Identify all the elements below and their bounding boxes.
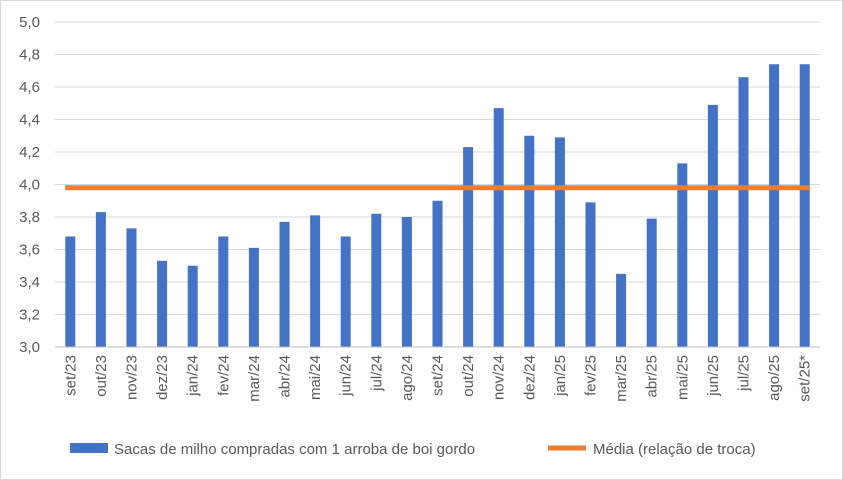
bar xyxy=(616,273,627,347)
bar xyxy=(218,236,229,347)
x-tick-label: jan/25 xyxy=(552,355,569,397)
x-tick-label: set/24 xyxy=(430,355,447,396)
x-tick-label: set/23 xyxy=(62,355,79,396)
y-tick-label: 4,8 xyxy=(19,47,40,64)
y-tick-label: 4,0 xyxy=(19,177,40,194)
x-tick-label: mai/25 xyxy=(674,355,691,400)
x-tick-label: ago/25 xyxy=(766,355,783,401)
bar xyxy=(493,108,504,347)
x-tick-label: abr/24 xyxy=(277,355,294,398)
bar xyxy=(524,135,535,347)
bar xyxy=(738,77,749,347)
bar xyxy=(769,64,780,347)
bar xyxy=(432,200,443,347)
x-tick-label: nov/24 xyxy=(491,355,508,400)
bar xyxy=(677,163,688,347)
bar xyxy=(646,218,657,347)
x-tick-label: mar/25 xyxy=(613,355,630,402)
bar xyxy=(463,147,474,347)
y-tick-label: 3,8 xyxy=(19,209,40,226)
y-tick-label: 3,0 xyxy=(19,339,40,356)
bar xyxy=(371,213,382,347)
x-tick-label: abr/25 xyxy=(644,355,661,398)
bar xyxy=(65,236,76,347)
bars xyxy=(65,64,810,347)
x-tick-label: jul/24 xyxy=(368,355,385,392)
x-tick-label: mai/24 xyxy=(307,355,324,400)
bar xyxy=(401,217,412,347)
x-tick-label: out/23 xyxy=(93,355,110,397)
y-tick-label: 5,0 xyxy=(19,14,40,31)
y-tick-label: 4,4 xyxy=(19,112,40,129)
bar xyxy=(585,202,596,347)
bar xyxy=(248,247,259,347)
bar xyxy=(340,236,351,347)
bar xyxy=(310,215,321,347)
y-tick-label: 4,6 xyxy=(19,79,40,96)
legend-label-bars: Sacas de milho compradas com 1 arroba de… xyxy=(114,441,475,458)
bar xyxy=(279,221,290,347)
x-tick-label: nov/23 xyxy=(124,355,141,400)
y-axis-ticks: 3,0 3,2 3,4 3,6 3,8 4,0 4,2 4,4 4,6 4,8 5,0 xyxy=(19,14,40,356)
y-tick-label: 3,4 xyxy=(19,274,40,291)
x-tick-label: dez/24 xyxy=(521,355,538,400)
x-tick-label: set/25* xyxy=(797,355,814,402)
bar xyxy=(187,265,198,347)
x-tick-label: dez/23 xyxy=(154,355,171,400)
x-tick-label: jan/24 xyxy=(185,355,202,397)
bar xyxy=(157,260,168,347)
x-tick-label: ago/24 xyxy=(399,355,416,401)
bar xyxy=(95,212,106,347)
bar xyxy=(799,64,810,347)
bar xyxy=(707,104,718,347)
x-tick-label: jul/25 xyxy=(736,355,753,392)
x-tick-label: fev/24 xyxy=(215,355,232,396)
y-tick-label: 3,2 xyxy=(19,307,40,324)
x-tick-label: fev/25 xyxy=(583,355,600,396)
x-tick-label: mar/24 xyxy=(246,355,263,402)
x-tick-label: jun/24 xyxy=(338,355,355,397)
y-tick-label: 3,6 xyxy=(19,242,40,259)
y-tick-label: 4,2 xyxy=(19,144,40,161)
bar xyxy=(126,228,137,347)
x-tick-label: jun/25 xyxy=(705,355,722,397)
bar xyxy=(554,137,565,347)
legend-label-average: Média (relação de troca) xyxy=(593,441,756,458)
legend-swatch-bars xyxy=(70,443,108,453)
x-axis-ticks: set/23 out/23 nov/23 dez/23 jan/24 fev/24 mar/… xyxy=(62,355,813,402)
x-tick-label: out/24 xyxy=(460,355,477,397)
legend: Sacas de milho compradas com 1 arroba de… xyxy=(70,441,756,458)
